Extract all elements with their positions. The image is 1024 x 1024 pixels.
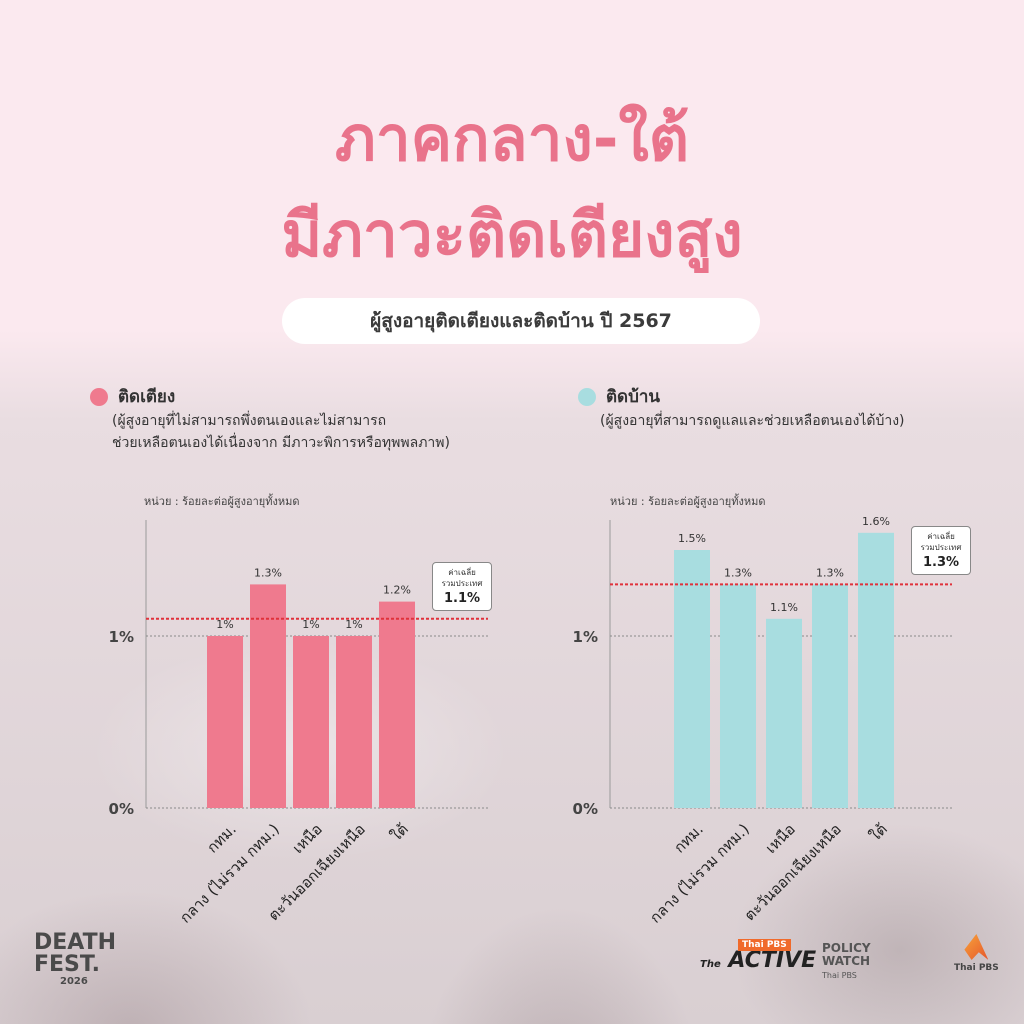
bar bbox=[336, 636, 372, 808]
thaipbs-mark-icon bbox=[964, 934, 989, 960]
legend-dot-bedridden bbox=[90, 387, 108, 406]
legend-bedridden: ติดเตียง bbox=[90, 383, 175, 410]
y-tick-label: 0% bbox=[573, 800, 598, 818]
deathfest-logo: DEATH FEST. 2026 bbox=[34, 932, 116, 988]
unit-label-right: หน่วย : ร้อยละต่อผู้สูงอายุทั้งหมด bbox=[610, 495, 766, 508]
category-label: ใต้ bbox=[866, 820, 891, 845]
bar-value-label: 1.1% bbox=[770, 601, 798, 614]
bar bbox=[207, 636, 243, 808]
bar bbox=[858, 532, 894, 808]
legend-label-homebound: ติดบ้าน bbox=[606, 387, 661, 407]
legend-dot-homebound bbox=[578, 387, 596, 406]
bar-value-label: 1% bbox=[216, 618, 233, 631]
page-title-line1: ภาคกลาง-ใต้ bbox=[334, 102, 690, 175]
bar bbox=[379, 601, 415, 808]
the-active-prefix: The bbox=[700, 959, 721, 970]
page-title-line2: มีภาวะติดเตียงสูง bbox=[281, 198, 743, 271]
bar bbox=[812, 584, 848, 808]
bar-value-label: 1.3% bbox=[816, 566, 844, 579]
unit-label-left: หน่วย : ร้อยละต่อผู้สูงอายุทั้งหมด bbox=[144, 495, 300, 508]
legend-desc-bedridden: (ผู้สูงอายุที่ไม่สามารถพึ่งตนเองและไม่สา… bbox=[112, 410, 450, 454]
legend-desc-bedridden-line1: (ผู้สูงอายุที่ไม่สามารถพึ่งตนเองและไม่สา… bbox=[112, 413, 387, 429]
bar-value-label: 1.5% bbox=[678, 532, 706, 545]
thaipbs-logo: Thai PBS bbox=[954, 934, 999, 973]
deathfest-logo-text: DEATH FEST. bbox=[34, 930, 117, 977]
bar bbox=[250, 584, 286, 808]
category-label: กทม. bbox=[670, 820, 707, 857]
thaipbs-text: Thai PBS bbox=[954, 963, 999, 973]
policy-watch-text: POLICY WATCH bbox=[822, 941, 871, 968]
legend-desc-homebound-line1: (ผู้สูงอายุที่สามารถดูแลและช่วยเหลือตนเอ… bbox=[600, 413, 905, 429]
subtitle-text: ผู้สูงอายุติดเตียงและติดบ้าน ปี 2567 bbox=[370, 310, 672, 332]
bar-value-label: 1.2% bbox=[383, 584, 411, 597]
average-box-homebound: ค่าเฉลี่ย รวมประเทศ 1.3% bbox=[911, 526, 971, 575]
bar-value-label: 1% bbox=[345, 618, 362, 631]
bar bbox=[674, 550, 710, 808]
bar bbox=[766, 618, 802, 808]
bar bbox=[293, 636, 329, 808]
deathfest-logo-year: 2026 bbox=[60, 976, 88, 987]
category-label: เหนือ bbox=[762, 820, 799, 857]
legend-homebound: ติดบ้าน bbox=[578, 383, 660, 410]
legend-desc-homebound: (ผู้สูงอายุที่สามารถดูแลและช่วยเหลือตนเอ… bbox=[600, 410, 905, 432]
policy-watch-logo: POLICY WATCH Thai PBS bbox=[822, 942, 871, 982]
y-tick-label: 1% bbox=[109, 628, 134, 646]
the-active-logo: The ACTIVE Thai PBS bbox=[700, 939, 817, 973]
legend-label-bedridden: ติดเตียง bbox=[118, 387, 176, 407]
the-active-badge: Thai PBS bbox=[738, 939, 791, 951]
average-box-value: 1.3% bbox=[922, 555, 960, 570]
bar-value-label: 1.3% bbox=[724, 566, 752, 579]
bar-value-label: 1.6% bbox=[862, 515, 890, 528]
bar bbox=[720, 584, 756, 808]
bar-value-label: 1.3% bbox=[254, 566, 282, 579]
bar-value-label: 1% bbox=[302, 618, 319, 631]
legend-desc-bedridden-line2: ช่วยเหลือตนเองได้เนื่องจาก มีภาวะพิการหร… bbox=[112, 435, 450, 451]
the-active-text: ACTIVE bbox=[728, 948, 817, 973]
average-box-value: 1.1% bbox=[443, 591, 481, 606]
average-box-label: ค่าเฉลี่ย รวมประเทศ bbox=[441, 568, 483, 588]
average-box-bedridden: ค่าเฉลี่ย รวมประเทศ 1.1% bbox=[432, 562, 492, 611]
subtitle-pill: ผู้สูงอายุติดเตียงและติดบ้าน ปี 2567 bbox=[282, 298, 760, 344]
y-tick-label: 0% bbox=[109, 800, 134, 818]
policy-watch-sub: Thai PBS bbox=[822, 971, 857, 980]
y-tick-label: 1% bbox=[573, 628, 598, 646]
average-box-label: ค่าเฉลี่ย รวมประเทศ bbox=[920, 532, 962, 552]
